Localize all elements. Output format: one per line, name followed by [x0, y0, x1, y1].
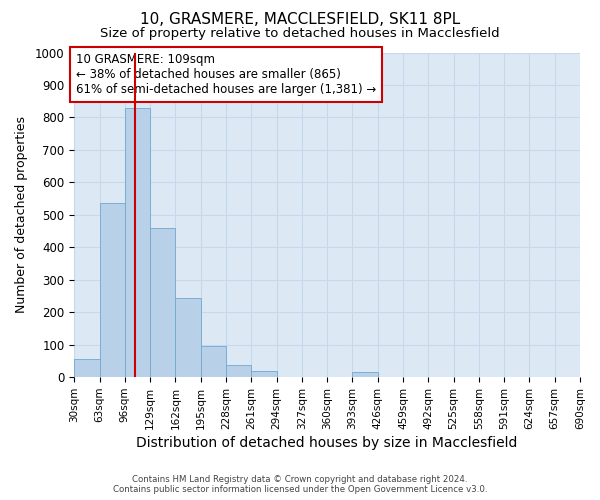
- Text: Contains HM Land Registry data © Crown copyright and database right 2024.
Contai: Contains HM Land Registry data © Crown c…: [113, 474, 487, 494]
- Y-axis label: Number of detached properties: Number of detached properties: [15, 116, 28, 314]
- Text: Size of property relative to detached houses in Macclesfield: Size of property relative to detached ho…: [100, 28, 500, 40]
- Bar: [100, 204, 125, 377]
- Bar: [226, 365, 251, 377]
- Bar: [125, 108, 150, 377]
- Text: 10, GRASMERE, MACCLESFIELD, SK11 8PL: 10, GRASMERE, MACCLESFIELD, SK11 8PL: [140, 12, 460, 28]
- Bar: [150, 228, 175, 377]
- Text: 10 GRASMERE: 109sqm
← 38% of detached houses are smaller (865)
61% of semi-detac: 10 GRASMERE: 109sqm ← 38% of detached ho…: [76, 53, 376, 96]
- Bar: [74, 360, 100, 377]
- X-axis label: Distribution of detached houses by size in Macclesfield: Distribution of detached houses by size …: [136, 436, 518, 450]
- Bar: [352, 372, 378, 377]
- Bar: [251, 370, 277, 377]
- Bar: [175, 298, 201, 377]
- Bar: [201, 346, 226, 377]
